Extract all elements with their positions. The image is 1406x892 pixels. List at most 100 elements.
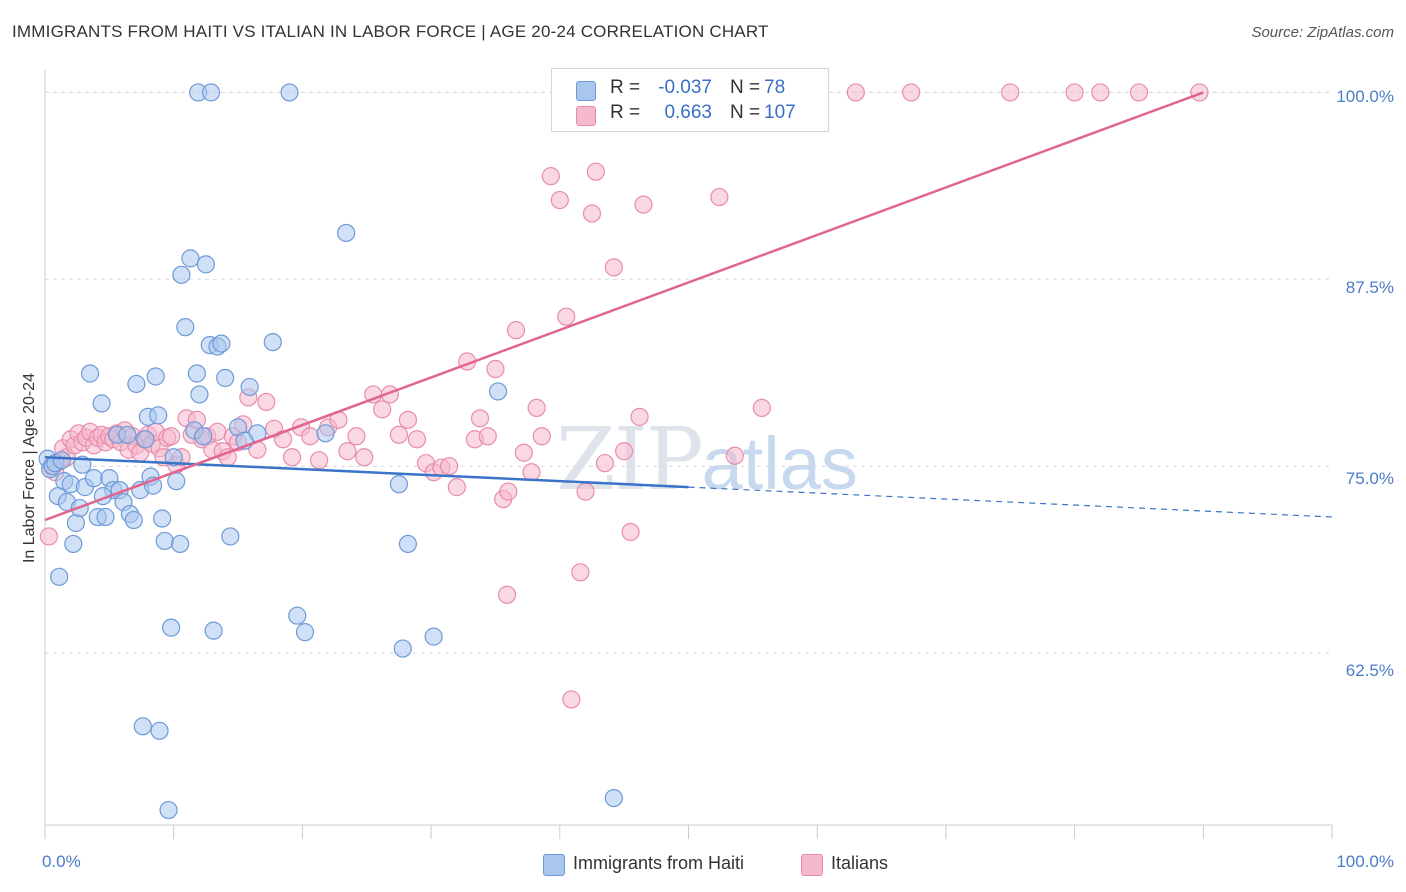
haiti-point [240,377,259,397]
legend-r-label: R = [610,77,641,98]
haiti-trend-extension [688,486,1333,518]
italian-point [470,409,490,428]
haiti-point [316,424,335,443]
italian-point [522,463,541,482]
legend-row-haiti: R = -0.037 N = 78 [552,77,828,101]
legend-swatch-blue [576,81,596,101]
haiti-point [66,513,85,533]
haiti-point [181,249,200,268]
gridlines [45,91,1332,654]
haiti-point [176,318,195,337]
haiti-point [196,255,215,274]
haiti-point [92,394,111,413]
haiti-points [38,83,623,820]
haiti-point [96,507,115,527]
haiti-point [118,425,137,444]
haiti-point [80,364,100,383]
haiti-point [52,451,71,470]
italian-point [621,522,640,542]
italian-point [398,410,418,429]
y-tick-label: 75.0% [1345,469,1394,488]
italian-point [527,398,546,417]
chart-title: IMMIGRANTS FROM HAITI VS ITALIAN IN LABO… [12,22,769,41]
legend-n-value: 107 [764,102,796,123]
haiti-point [50,567,69,586]
haiti-point [204,621,223,640]
italian-point [478,427,497,446]
italian-point [582,204,602,223]
italian-point [497,585,517,604]
italian-point [310,451,329,470]
italian-point [373,400,392,419]
italian-point [710,187,729,207]
haiti-point [136,430,155,449]
haiti-point [155,531,174,551]
legend-n-label: N = [730,102,761,123]
haiti-point [133,717,152,736]
legend-r-label: R = [610,102,641,123]
haiti-point [73,455,92,474]
legend-swatch-pink [576,106,596,126]
haiti-point [389,475,409,494]
italian-point [630,407,649,426]
italian-point [571,563,590,582]
haiti-point [159,800,178,820]
legend-r-value: -0.037 [658,77,712,98]
x-tick-label-min: 0.0% [42,852,81,871]
haiti-point [201,83,221,102]
italian-point [162,427,181,446]
bottom-legend-label: Italians [831,853,889,873]
legend-row-italians: R = 0.663 N = 107 [552,102,828,126]
italian-point [902,83,921,102]
italian-point [1091,83,1110,102]
source-label: Source: ZipAtlas.com [1251,24,1394,41]
italian-point [407,430,427,449]
italian-point [283,448,302,467]
haiti-point [216,368,235,388]
italian-point [506,321,526,340]
italian-point [273,430,293,449]
y-axis-label: In Labor Force | Age 20-24 [21,372,38,564]
haiti-point [398,534,418,554]
haiti-point [187,364,206,383]
haiti-point [190,385,209,404]
haiti-point [393,639,412,658]
haiti-point [146,367,165,386]
italian-point [752,398,771,417]
haiti-point [263,332,282,352]
italian-point [486,359,505,379]
italian-point [576,482,595,501]
bottom-legend: Immigrants from Haiti Italians [0,851,1406,877]
haiti-point [171,534,190,554]
haiti-point [167,472,186,491]
haiti-point [149,406,168,425]
haiti-point [153,509,172,528]
haiti-point [127,374,146,394]
italian-point [338,442,357,461]
italian-point [447,478,466,497]
haiti-point [488,382,508,401]
haiti-point [84,469,104,488]
italians-points [39,83,1209,709]
y-tick-label: 62.5% [1345,661,1394,680]
legend-r-value: 0.663 [664,102,712,123]
italian-point [725,446,744,465]
haiti-point [337,223,356,243]
haiti-point [424,627,443,646]
haiti-point [288,606,307,625]
italian-point [301,427,320,446]
italian-point [257,392,276,412]
italian-point [532,427,551,446]
italian-point [550,190,569,210]
italian-point [557,307,576,326]
haiti-point [295,623,315,642]
haiti-point [164,448,183,467]
italian-point [1129,83,1149,102]
haiti-point [221,527,240,546]
bottom-legend-swatch-blue [543,854,565,876]
y-tick-label: 100.0% [1336,87,1394,106]
italian-point [634,195,653,214]
italian-point [440,457,459,476]
italian-point [39,527,58,546]
haiti-point [150,721,169,740]
